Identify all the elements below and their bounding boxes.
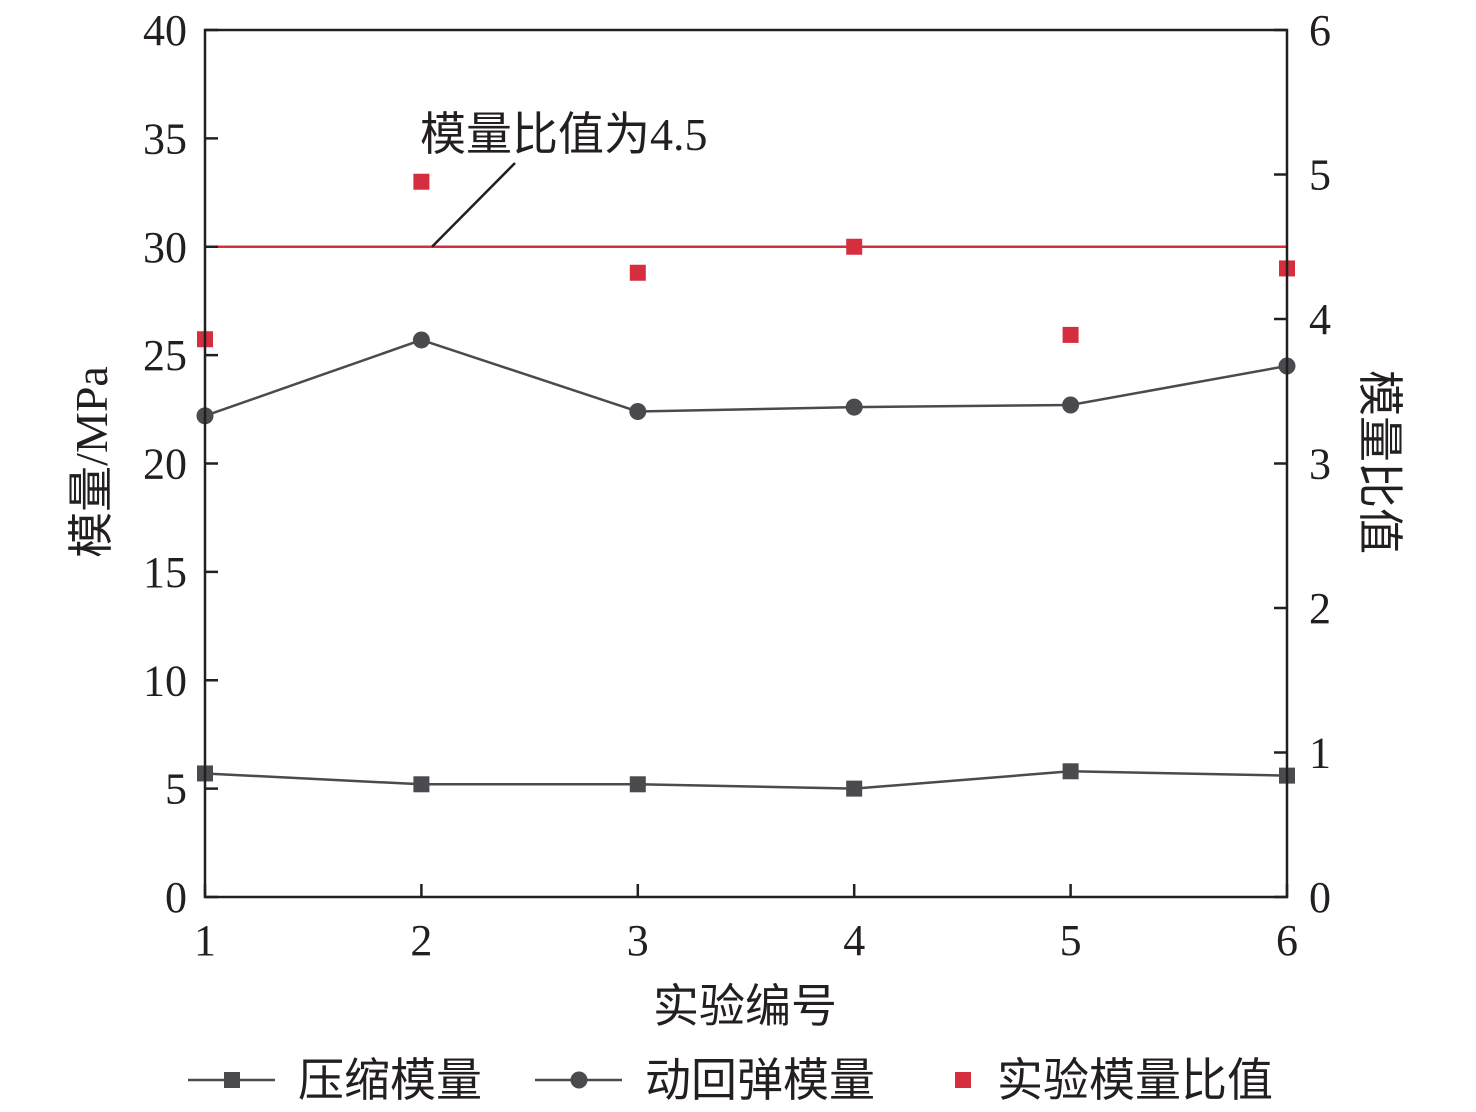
left-tick-label: 35 [143, 114, 187, 163]
x-tick-label: 4 [843, 916, 865, 965]
legend-label: 动回弹模量 [645, 1055, 875, 1106]
right-tick-label: 4 [1309, 295, 1331, 344]
data-point [413, 173, 430, 190]
data-point [1062, 763, 1079, 780]
reference-label-leader [431, 162, 516, 248]
legend-label: 压缩模量 [298, 1055, 482, 1106]
x-axis-title: 实验编号 [653, 981, 837, 1032]
data-point [629, 264, 646, 281]
left-axis-title: 模量/MPa [66, 366, 117, 558]
left-tick-label: 20 [143, 440, 187, 489]
legend-marker [570, 1071, 588, 1089]
left-tick-label: 15 [143, 548, 187, 597]
legend-marker [224, 1072, 240, 1088]
data-point [1062, 326, 1079, 343]
x-tick-label: 6 [1276, 916, 1298, 965]
right-tick-label: 6 [1309, 6, 1331, 55]
left-tick-label: 40 [143, 6, 187, 55]
data-point [846, 780, 863, 797]
plot-frame [203, 28, 1289, 899]
data-point [629, 402, 647, 420]
left-tick-label: 10 [143, 656, 187, 705]
series-line [204, 338, 1288, 417]
x-tick-label: 1 [194, 916, 216, 965]
plot-area [196, 162, 1296, 797]
reference-line-label: 模量比值为4.5 [420, 109, 708, 160]
legend: 压缩模量 动回弹模量 实验模量比值 [188, 1055, 1273, 1106]
series-line [204, 770, 1288, 790]
data-point [846, 238, 863, 255]
data-point [629, 776, 646, 793]
right-tick-label: 1 [1309, 729, 1331, 778]
data-point [413, 776, 430, 793]
right-tick-label: 0 [1309, 873, 1331, 922]
right-tick-label: 2 [1309, 584, 1331, 633]
x-tick-label: 5 [1060, 916, 1082, 965]
data-point [845, 398, 863, 416]
data-point [1062, 396, 1080, 414]
data-point [412, 331, 430, 349]
right-axis-title: 模量比值 [1354, 370, 1405, 554]
left-tick-label: 30 [143, 223, 187, 272]
left-tick-label: 25 [143, 331, 187, 380]
left-tick-label: 5 [165, 765, 187, 814]
right-tick-label: 5 [1309, 151, 1331, 200]
x-tick-label: 3 [627, 916, 649, 965]
left-tick-label: 0 [165, 873, 187, 922]
x-tick-label: 2 [410, 916, 432, 965]
legend-marker [955, 1072, 971, 1088]
legend-label: 实验模量比值 [997, 1055, 1273, 1106]
right-tick-label: 3 [1309, 440, 1331, 489]
